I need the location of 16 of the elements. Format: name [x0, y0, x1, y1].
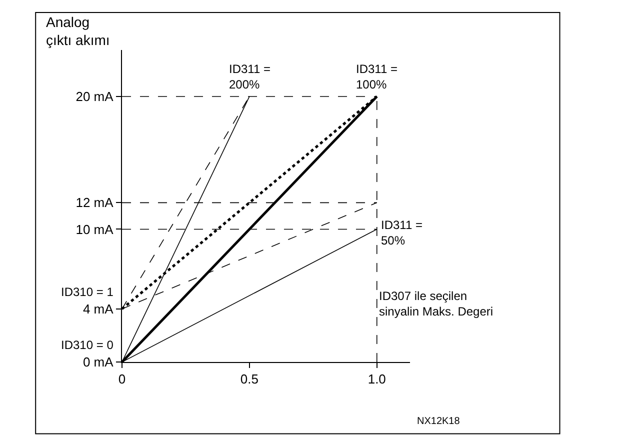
y-tick-label: 20 mA — [76, 89, 114, 104]
y-axis-title: Analog çıktı akımı — [46, 14, 110, 48]
annotation: ID307 ile seçilen sinyalin Maks. Degeri — [379, 289, 494, 319]
annotation: ID311 = 200% — [229, 62, 270, 92]
x-tick-label: 0.5 — [240, 372, 258, 387]
annotation: ID310 = 1 — [61, 285, 114, 299]
y-tick-label: 12 mA — [76, 195, 114, 210]
y-tick-label: 10 mA — [76, 222, 114, 237]
x-tick-label: 1.0 — [368, 372, 386, 387]
annotation: ID310 = 0 — [61, 338, 114, 352]
y-tick-label: 0 mA — [82, 354, 114, 370]
annotation: ID311 = 50% — [381, 218, 422, 248]
y-tick-label: 4 mA — [82, 301, 114, 316]
text: NX12K18 — [417, 416, 460, 427]
annotation: ID311 = 100% — [356, 62, 398, 92]
x-tick-label: 0 — [118, 372, 126, 387]
